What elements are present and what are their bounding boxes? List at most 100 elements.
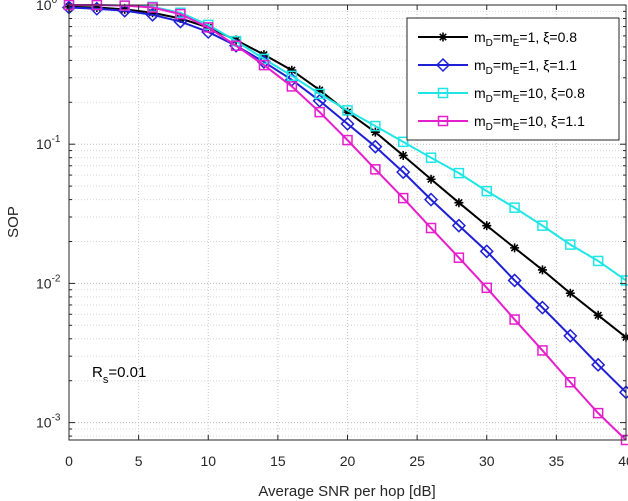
legend-label-subscript: D: [486, 66, 493, 77]
series-3-point: [537, 220, 548, 231]
x-tick-label: 5: [135, 453, 143, 469]
series-4-point: [509, 314, 520, 325]
legend-entry-2: mD=mE=1, ξ=1.1: [418, 57, 577, 77]
series-1-point: [482, 221, 492, 231]
legend-label-subscript: E: [513, 94, 520, 105]
legend-label-text: =m: [493, 29, 513, 45]
series-4-point: [286, 81, 298, 92]
series-2-point: [423, 192, 439, 207]
y-tick-label-exponent: -1: [52, 134, 61, 145]
legend-label-text: m: [474, 29, 486, 45]
x-tick-label: 35: [549, 453, 565, 469]
series-1-point: [370, 127, 380, 137]
legend-label-subscript: E: [513, 38, 520, 49]
series-1-point: [565, 288, 575, 298]
series-1-point: [593, 310, 603, 320]
x-tick-label: 40: [618, 453, 628, 469]
legend-label-text: =m: [493, 57, 513, 73]
series-4-point: [592, 407, 604, 419]
x-tick-label: 25: [409, 453, 425, 469]
series-4-point: [397, 192, 409, 204]
legend-label: mD=mE=1, ξ=0.8: [474, 29, 577, 49]
series-1-point: [510, 243, 520, 253]
y-tick-label: 10-2: [36, 273, 61, 291]
legend-swatch-marker: [437, 115, 449, 127]
series-layer: [61, 0, 628, 446]
series-2-point: [507, 273, 522, 288]
legend-label-text: =m: [493, 113, 513, 129]
x-axis-title: Average SNR per hop [dB]: [258, 483, 435, 500]
series-2-point: [173, 14, 188, 29]
y-tick-label-exponent: 0: [52, 0, 58, 6]
legend-label: mD=mE=10, ξ=1.1: [474, 113, 585, 133]
series-4-point: [565, 376, 576, 388]
y-axis-title: SOP: [5, 206, 22, 238]
series-3-point: [592, 255, 604, 267]
legend-box: [406, 17, 620, 141]
series-3-point: [286, 70, 298, 82]
x-tick-label: 10: [200, 453, 216, 469]
legend-label-subscript: E: [513, 66, 520, 77]
rate-annotation-main: R: [92, 364, 103, 381]
legend-label-text: m: [474, 113, 486, 129]
legend-label-subscript: D: [486, 94, 493, 105]
legend: mD=mE=1, ξ=0.8mD=mE=1, ξ=1.1mD=mE=10, ξ=…: [406, 17, 620, 141]
series-3-point: [342, 105, 353, 116]
series-4-point: [203, 22, 214, 33]
rate-annotation-sub: s: [103, 374, 109, 386]
series-2-point: [479, 244, 494, 259]
y-tick-label-exponent: -2: [52, 273, 61, 284]
series-1-point: [398, 150, 408, 160]
series-3-point: [314, 88, 325, 100]
series-4-point: [258, 59, 270, 71]
legend-entry-3: mD=mE=10, ξ=0.8: [418, 85, 585, 105]
series-4-point: [453, 252, 465, 263]
legend-label-text: =10, ξ=0.8: [519, 85, 585, 101]
series-2-point: [368, 139, 383, 154]
series-4-point: [481, 282, 492, 294]
series-3-point: [453, 167, 465, 179]
series-2-point: [340, 116, 355, 131]
series-4-point: [175, 8, 186, 20]
series-3-point: [370, 120, 381, 132]
legend-entry-4: mD=mE=10, ξ=1.1: [418, 113, 585, 133]
rate-annotation-value: =0.01: [108, 364, 146, 381]
legend-label-text: =10, ξ=1.1: [519, 113, 585, 129]
series-1-point: [454, 198, 464, 208]
series-2: [61, 0, 628, 400]
series-1-point: [148, 8, 158, 18]
legend-label-text: m: [474, 85, 486, 101]
series-2-point: [591, 357, 606, 372]
legend-swatch-marker: [435, 57, 451, 73]
series-1-point: [537, 265, 547, 275]
series-4-point: [370, 164, 381, 175]
series-1-point: [343, 107, 352, 117]
series-3-point: [397, 136, 409, 148]
y-tick-label-base: 10: [36, 136, 52, 152]
x-tick-label: 0: [65, 453, 73, 469]
series-1-point: [92, 2, 102, 12]
series-3-point: [509, 202, 520, 213]
y-tick-label-base: 10: [36, 0, 52, 13]
legend-label-text: =m: [493, 85, 513, 101]
y-tick-label-base: 10: [36, 415, 52, 431]
legend-label-text: m: [474, 57, 486, 73]
y-tick-label: 10-1: [36, 134, 61, 152]
legend-entry-1: mD=mE=1, ξ=0.8: [418, 29, 577, 49]
legend-label-subscript: D: [486, 38, 493, 49]
x-tick-label: 20: [340, 453, 356, 469]
legend-swatch-marker: [437, 87, 449, 99]
legend-label-text: =1, ξ=1.1: [519, 57, 577, 73]
legend-label-text: =1, ξ=0.8: [519, 29, 577, 45]
series-3-point: [425, 152, 437, 163]
series-3-point: [565, 239, 576, 250]
series-4-line: [69, 4, 627, 441]
x-tick-label: 30: [479, 453, 495, 469]
series-4-point: [537, 345, 548, 356]
series-4-point: [147, 2, 158, 13]
series-4-point: [119, 0, 130, 11]
series-2-point: [535, 300, 550, 315]
y-tick-label: 100: [36, 0, 58, 13]
legend-label: mD=mE=10, ξ=0.8: [474, 85, 585, 105]
